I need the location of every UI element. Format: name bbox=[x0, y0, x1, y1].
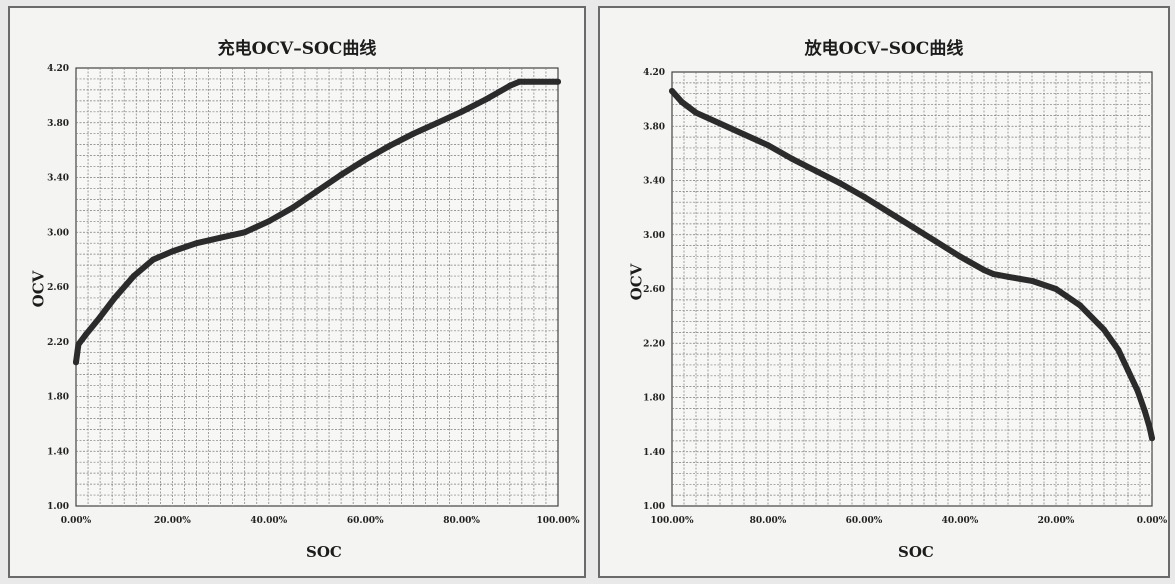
data-point bbox=[338, 171, 345, 178]
x-tick-label: 60.00% bbox=[347, 516, 384, 526]
data-point bbox=[150, 256, 157, 263]
data-point bbox=[933, 238, 939, 245]
data-point bbox=[97, 314, 104, 321]
data-point bbox=[990, 271, 997, 278]
x-tick-label: 100.00% bbox=[651, 516, 694, 526]
data-point bbox=[1077, 302, 1083, 309]
data-point bbox=[434, 119, 441, 126]
data-point bbox=[693, 109, 699, 116]
charge-chart-panel: 充电OCV–SOC曲线 OCV SOC 1.00 1.40 1.80 2.20 2.60… bbox=[8, 6, 586, 578]
x-tick-label: 20.00% bbox=[154, 516, 191, 526]
y-tick-label: 2.60 bbox=[47, 283, 69, 293]
y-tick-label: 1.00 bbox=[47, 502, 69, 512]
data-point bbox=[741, 131, 747, 138]
y-tick-label: 3.00 bbox=[643, 231, 665, 241]
y-tick-label: 3.80 bbox=[47, 119, 69, 129]
y-tick-label: 1.00 bbox=[643, 502, 665, 512]
data-point bbox=[1115, 347, 1122, 354]
x-tick-label: 60.00% bbox=[846, 516, 883, 526]
data-point bbox=[410, 130, 417, 137]
data-point bbox=[1101, 326, 1107, 333]
x-tick-label: 40.00% bbox=[250, 516, 287, 526]
discharge-chart-panel: 放电OCV–SOC曲线 OCV SOC 1.00 1.40 1.80 2.20 2.60… bbox=[598, 6, 1170, 578]
data-point bbox=[111, 294, 118, 301]
data-point bbox=[193, 240, 200, 247]
y-tick-label: 3.40 bbox=[643, 177, 665, 187]
x-tick-label: 40.00% bbox=[942, 516, 979, 526]
discharge-chart-plot: 1.00 1.40 1.80 2.20 2.60 3.00 3.40 3.80 4.20 100.… bbox=[643, 68, 1168, 526]
y-tick-label: 3.00 bbox=[47, 228, 69, 238]
data-point bbox=[1005, 273, 1011, 280]
x-tick-label: 20.00% bbox=[1038, 516, 1075, 526]
x-axis-label: SOC bbox=[898, 543, 934, 561]
y-tick-label: 2.20 bbox=[643, 339, 665, 349]
x-axis-label: SOC bbox=[306, 543, 342, 561]
y-tick-label: 2.20 bbox=[47, 338, 69, 348]
data-point bbox=[516, 78, 523, 85]
data-point bbox=[75, 341, 82, 348]
x-tick-label: 80.00% bbox=[443, 516, 480, 526]
data-point bbox=[506, 82, 513, 89]
y-tick-label: 1.40 bbox=[47, 447, 69, 457]
data-point bbox=[1149, 435, 1155, 442]
data-point bbox=[861, 193, 867, 200]
data-point bbox=[717, 120, 723, 127]
data-point bbox=[130, 273, 137, 280]
chart-title: 放电OCV–SOC曲线 bbox=[804, 39, 964, 59]
data-point bbox=[1141, 408, 1148, 415]
x-tick-label: 0.00% bbox=[1137, 516, 1168, 526]
data-point bbox=[909, 223, 915, 230]
data-point bbox=[1029, 277, 1035, 284]
data-point bbox=[957, 253, 963, 260]
data-point bbox=[217, 234, 224, 241]
y-tick-label: 2.60 bbox=[643, 285, 665, 295]
data-point bbox=[289, 204, 296, 211]
data-point bbox=[386, 143, 393, 150]
y-tick-label: 3.80 bbox=[643, 122, 665, 132]
data-point bbox=[981, 267, 987, 274]
data-point bbox=[885, 208, 891, 215]
y-tick-label: 1.40 bbox=[643, 448, 665, 458]
data-point bbox=[241, 229, 248, 236]
x-tick-label: 80.00% bbox=[750, 516, 787, 526]
data-point bbox=[497, 88, 504, 95]
data-point bbox=[530, 78, 537, 85]
y-tick-label: 4.20 bbox=[47, 64, 69, 74]
data-point bbox=[813, 168, 819, 175]
data-point bbox=[1125, 367, 1131, 374]
data-point bbox=[362, 156, 369, 163]
data-point bbox=[1134, 387, 1141, 394]
charge-chart-plot: 1.00 1.40 1.80 2.20 2.60 3.00 3.40 3.80 4.20 0.00… bbox=[47, 64, 580, 526]
y-tick-label: 3.40 bbox=[47, 174, 69, 184]
data-point bbox=[169, 248, 176, 255]
x-tick-label: 0.00% bbox=[61, 516, 92, 526]
data-point bbox=[789, 155, 795, 162]
chart-title: 充电OCV–SOC曲线 bbox=[217, 39, 377, 59]
data-point bbox=[1053, 286, 1059, 292]
x-tick-label: 100.00% bbox=[537, 516, 580, 526]
data-point bbox=[837, 180, 843, 187]
data-point bbox=[521, 78, 528, 85]
data-point bbox=[678, 98, 685, 105]
data-point bbox=[669, 87, 675, 94]
data-point bbox=[482, 96, 489, 103]
data-point bbox=[265, 218, 272, 225]
y-tick-label: 4.20 bbox=[643, 68, 665, 78]
data-point bbox=[82, 331, 89, 338]
data-point bbox=[314, 188, 320, 195]
y-tick-label: 1.80 bbox=[47, 393, 69, 403]
data-point bbox=[73, 359, 79, 366]
data-point bbox=[1146, 424, 1153, 431]
data-point bbox=[458, 108, 465, 115]
data-point bbox=[765, 142, 771, 149]
y-tick-label: 1.80 bbox=[643, 394, 665, 404]
data-point bbox=[555, 78, 561, 85]
